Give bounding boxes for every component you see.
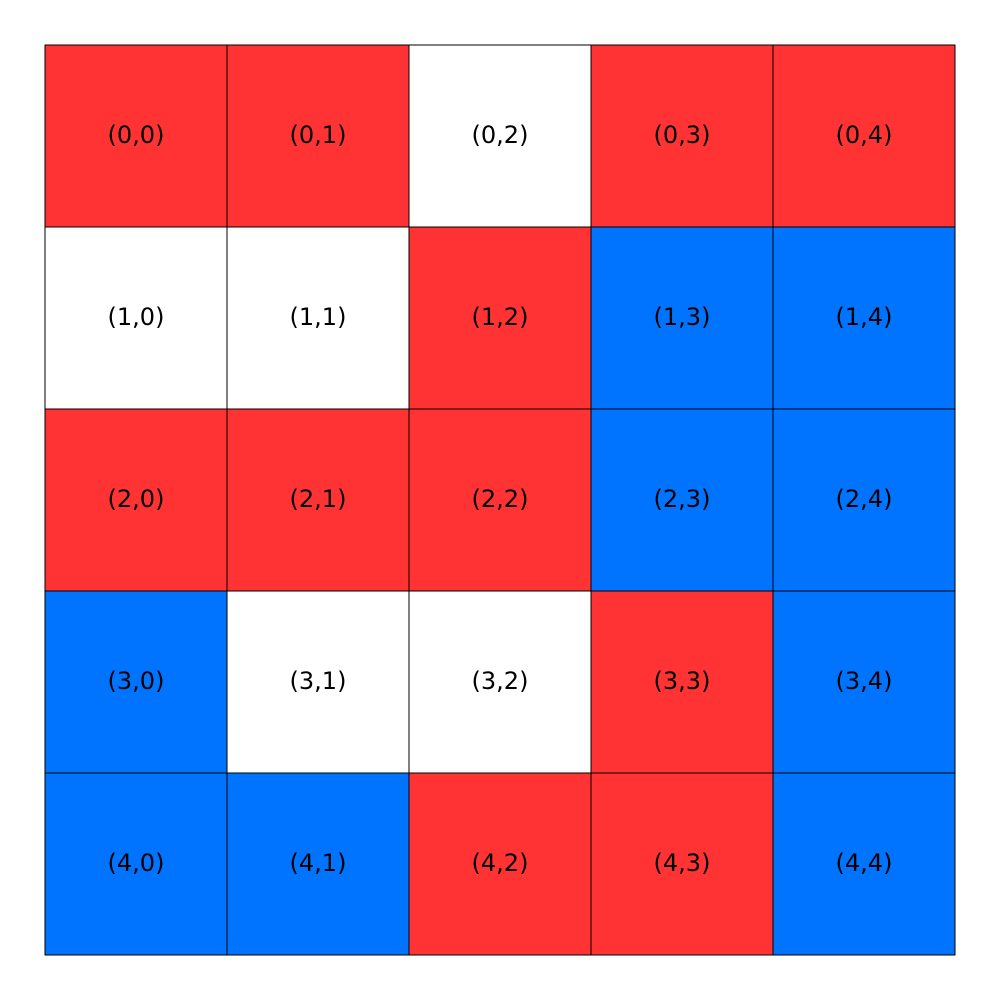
- cell-label: (3,2): [472, 667, 529, 695]
- grid-cell[interactable]: [772, 408, 956, 592]
- grid-cell[interactable]: [44, 590, 228, 774]
- cell-label: (0,0): [108, 121, 165, 149]
- cell-label: (1,0): [108, 303, 165, 331]
- cell-label: (4,1): [290, 849, 347, 877]
- cell-label: (1,3): [654, 303, 711, 331]
- grid-cell[interactable]: [226, 772, 410, 956]
- grid-cell[interactable]: [590, 590, 774, 774]
- grid-cell[interactable]: [44, 772, 228, 956]
- grid-cell[interactable]: [44, 226, 228, 410]
- grid-cell[interactable]: [772, 44, 956, 228]
- cell-label: (2,2): [472, 485, 529, 513]
- grid-cell[interactable]: [772, 590, 956, 774]
- cell-label: (1,1): [290, 303, 347, 331]
- grid-cell[interactable]: [590, 408, 774, 592]
- cell-label: (2,1): [290, 485, 347, 513]
- cell-label: (1,4): [836, 303, 893, 331]
- grid-cell[interactable]: [408, 44, 592, 228]
- grid-cell[interactable]: [772, 226, 956, 410]
- cell-label: (2,0): [108, 485, 165, 513]
- grid-cell[interactable]: [408, 226, 592, 410]
- cell-label: (0,2): [472, 121, 529, 149]
- cell-label: (3,3): [654, 667, 711, 695]
- cell-label: (4,2): [472, 849, 529, 877]
- cell-label: (1,2): [472, 303, 529, 331]
- cell-label: (3,4): [836, 667, 893, 695]
- cell-label: (4,3): [654, 849, 711, 877]
- grid-cell[interactable]: [408, 590, 592, 774]
- grid-cell[interactable]: [772, 772, 956, 956]
- cell-label: (3,0): [108, 667, 165, 695]
- cell-label: (0,4): [836, 121, 893, 149]
- cell-label: (2,4): [836, 485, 893, 513]
- cell-label: (3,1): [290, 667, 347, 695]
- grid-cell[interactable]: [226, 44, 410, 228]
- grid-cell[interactable]: [226, 408, 410, 592]
- cell-label: (2,3): [654, 485, 711, 513]
- grid-cell[interactable]: [226, 226, 410, 410]
- cell-label: (0,1): [290, 121, 347, 149]
- grid-cell[interactable]: [590, 44, 774, 228]
- cell-label: (0,3): [654, 121, 711, 149]
- grid-cell[interactable]: [408, 772, 592, 956]
- cell-label: (4,0): [108, 849, 165, 877]
- cell-label: (4,4): [836, 849, 893, 877]
- grid-cell[interactable]: [44, 44, 228, 228]
- grid-cell[interactable]: [226, 590, 410, 774]
- grid-cell[interactable]: [408, 408, 592, 592]
